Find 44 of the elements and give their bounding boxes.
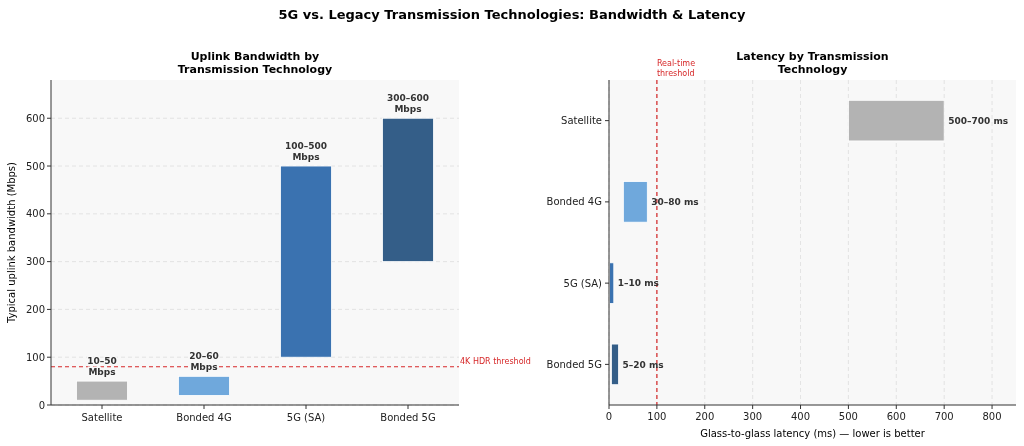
x-tick-label: Satellite [81,412,123,423]
chart-title: Uplink Bandwidth by Transmission Technology [177,50,333,76]
x-tick-label: 200 [695,411,715,422]
y-tick-label: 500 [25,160,45,172]
x-axis-title: Glass-to-glass latency (ms) — lower is better [700,428,926,439]
x-tick-label: 600 [886,411,906,422]
bar [382,117,434,263]
x-tick-label: 5G (SA) [286,412,326,423]
y-tick-label: Bonded 4G [546,196,602,208]
x-tick-label: Bonded 4G [176,412,232,423]
chart-title: Latency by Transmission Technology [736,50,889,76]
x-tick-label: 400 [790,411,811,422]
x-tick-label: 800 [982,411,1002,422]
data-label: 10–50 Mbps [87,356,117,378]
bar [76,380,128,401]
data-label: 100–500 Mbps [284,141,328,163]
data-label: 30–80 ms [651,197,699,208]
data-label: 5–20 ms [622,359,664,370]
y-tick-label: 600 [25,112,45,124]
data-label: 1–10 ms [617,278,659,289]
ref-line-label: 4K HDR threshold [460,356,531,366]
y-tick-label: 200 [25,303,45,315]
ref-line-label: Real-time threshold [656,59,696,78]
bar [280,165,332,358]
y-tick-label: 100 [25,351,45,363]
y-tick-label: Bonded 5G [546,358,602,370]
y-tick-label: 300 [25,256,45,268]
bar [178,375,230,396]
bar [848,99,945,142]
y-tick-label: 0 [38,399,45,411]
x-tick-label: 0 [605,411,613,422]
y-tick-label: 5G (SA) [563,277,603,289]
x-tick-label: 500 [838,411,858,422]
bar [622,181,648,223]
x-tick-label: 100 [647,411,667,422]
y-axis-title: Typical uplink bandwidth (Mbps) [6,161,17,324]
text: 5G vs. Legacy Transmission Technologies: Bandwidth & Latency [278,7,747,22]
x-tick-label: Bonded 5G [380,412,436,423]
data-label: 500–700 ms [948,115,1009,126]
data-label: 300–600 Mbps [386,93,430,115]
x-tick-label: 700 [934,411,954,422]
y-tick-label: Satellite [561,115,602,127]
y-tick-label: 400 [25,208,45,220]
x-tick-label: 300 [743,411,763,422]
